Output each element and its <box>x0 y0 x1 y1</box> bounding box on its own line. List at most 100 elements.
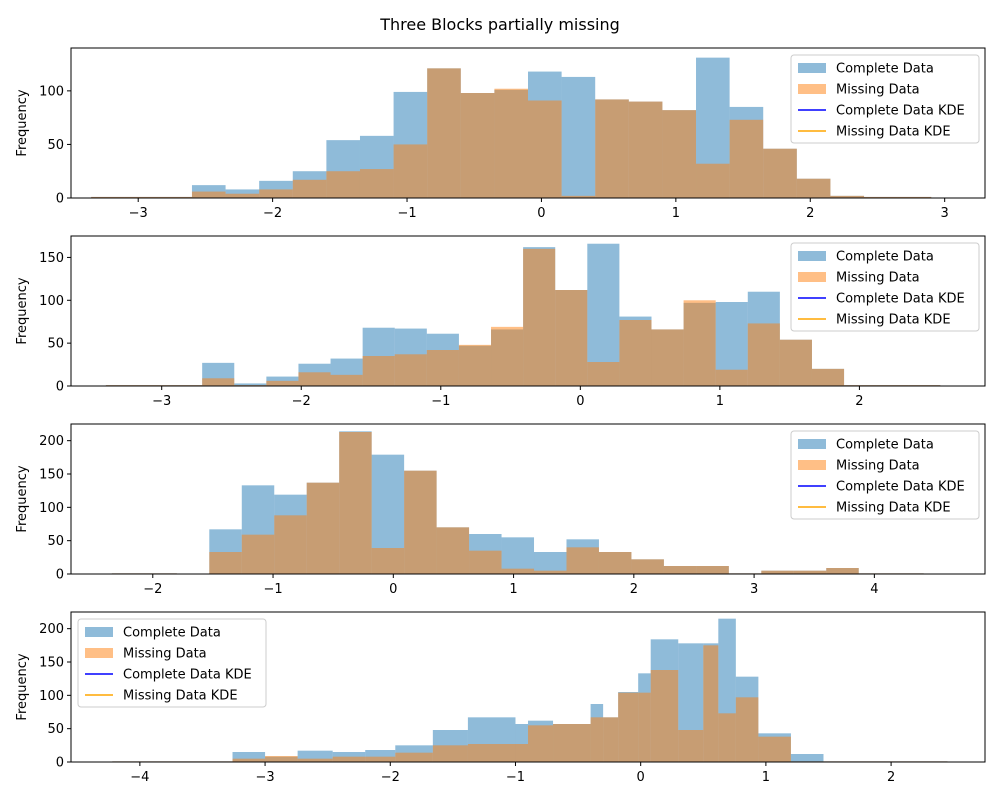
histogram-bar <box>561 195 596 198</box>
y-tick-label: 100 <box>39 689 64 704</box>
histogram-bar <box>595 99 629 198</box>
legend-label: Complete Data KDE <box>836 480 965 495</box>
legend-label: Complete Data KDE <box>836 104 965 119</box>
histogram-bar <box>696 163 730 198</box>
histogram-bar <box>523 248 556 386</box>
x-tick-label: 0 <box>576 394 584 409</box>
y-tick-label: 100 <box>39 501 64 516</box>
x-tick-label: −2 <box>263 206 282 221</box>
legend-label: Complete Data KDE <box>836 292 965 307</box>
histogram-bar <box>631 559 664 574</box>
histogram-bar <box>234 383 267 386</box>
x-tick-label: −2 <box>292 394 311 409</box>
histogram-bar <box>830 195 865 198</box>
axes-frame <box>70 423 986 575</box>
histogram-bar <box>553 724 591 762</box>
x-tick-label: 0 <box>389 582 397 597</box>
histogram-bar <box>306 482 340 574</box>
legend-label: Missing Data <box>123 647 207 662</box>
histogram-bar <box>274 515 307 574</box>
histogram-bar <box>91 196 125 198</box>
legend-swatch <box>798 460 826 470</box>
legend-label: Complete Data <box>836 62 934 77</box>
histogram-bar <box>590 717 604 762</box>
histogram-bar <box>651 329 684 386</box>
x-tick-label: −2 <box>381 770 400 785</box>
histogram-bar <box>297 758 333 762</box>
histogram-bar <box>491 326 524 386</box>
series-missing-bars <box>91 68 932 198</box>
histogram-bar <box>603 717 619 762</box>
y-tick-label: 0 <box>56 192 64 207</box>
legend-label: Missing Data KDE <box>836 313 951 328</box>
y-tick-label: 0 <box>56 756 64 771</box>
histogram-bar <box>202 378 235 386</box>
chart-panel-4: −4 −3 −2 −1 0 1 2 0 50 100 150 200 Frequency Complete… <box>15 611 986 785</box>
histogram-bar <box>259 189 293 198</box>
legend-box <box>790 430 980 520</box>
histogram-bar <box>292 179 327 198</box>
legend-label: Missing Data KDE <box>123 689 238 704</box>
series-missing-bars <box>111 432 924 574</box>
legend-label: Missing Data <box>836 83 920 98</box>
x-tick-label: 0 <box>537 206 545 221</box>
histogram-bar <box>265 756 298 762</box>
y-tick-label: 100 <box>39 84 64 99</box>
histogram-bar <box>534 570 567 574</box>
histogram-bar <box>427 68 461 198</box>
histogram-bar <box>394 354 427 386</box>
histogram-bar <box>793 570 827 574</box>
histogram-bar <box>555 290 588 386</box>
y-tick-label: 50 <box>47 722 64 737</box>
histogram-bar <box>426 350 459 386</box>
axes-frame <box>70 611 986 763</box>
histogram-bar <box>266 380 299 386</box>
y-tick-label: 0 <box>56 380 64 395</box>
legend-label: Missing Data <box>836 459 920 474</box>
series-missing-bars <box>105 248 941 386</box>
y-tick-label: 150 <box>39 656 64 671</box>
x-tick-label: 3 <box>750 582 758 597</box>
legend-label: Missing Data KDE <box>836 125 951 140</box>
x-tick-label: 0 <box>637 770 645 785</box>
histogram-bar <box>298 372 331 386</box>
histogram-bar <box>436 527 470 574</box>
legend-box <box>77 618 267 708</box>
histogram-bar <box>232 758 266 762</box>
histogram-bar <box>191 191 226 198</box>
histogram-bar <box>359 169 394 198</box>
histogram-bar <box>618 692 639 762</box>
histogram-bar <box>534 552 567 574</box>
histogram-bar <box>458 344 492 386</box>
histogram-bar <box>587 362 620 386</box>
y-tick-label: 50 <box>47 337 64 352</box>
histogram-bar <box>638 692 651 762</box>
histogram-bar <box>628 101 663 198</box>
chart-panel-3: −2 −1 0 1 2 3 4 0 50 100 150 200 Frequency Complete D… <box>15 423 986 597</box>
y-tick-label: 150 <box>39 468 64 483</box>
histogram-bar <box>826 568 859 574</box>
histogram-bar <box>467 744 516 762</box>
histogram-bar <box>371 548 405 574</box>
axes-frame <box>70 47 986 199</box>
legend: Complete Data Missing Data Complete Data K… <box>77 618 267 708</box>
chart-panel-2: −3 −2 −1 0 1 2 0 50 100 150 Frequency Complete Data… <box>15 235 986 409</box>
y-tick-label: 200 <box>39 434 64 449</box>
histogram-bar <box>395 752 433 762</box>
histogram-bar <box>365 756 396 762</box>
legend-box <box>790 242 980 332</box>
histogram-bar <box>494 88 528 198</box>
x-tick-label: 4 <box>870 582 878 597</box>
histogram-bar <box>528 100 562 198</box>
y-tick-label: 200 <box>39 622 64 637</box>
x-tick-label: −1 <box>506 770 525 785</box>
legend-label: Complete Data <box>836 250 934 265</box>
chart-panel-1: −3 −2 −1 0 1 2 3 0 50 100 Frequency Complete Data Mi… <box>15 47 986 221</box>
x-tick-label: 2 <box>887 770 895 785</box>
histogram-bar <box>683 300 716 386</box>
histogram-bar <box>241 534 275 574</box>
histogram-bar <box>124 196 159 198</box>
x-tick-label: 1 <box>762 770 770 785</box>
y-axis-label: Frequency <box>15 653 30 720</box>
histogram-bar <box>715 369 748 386</box>
